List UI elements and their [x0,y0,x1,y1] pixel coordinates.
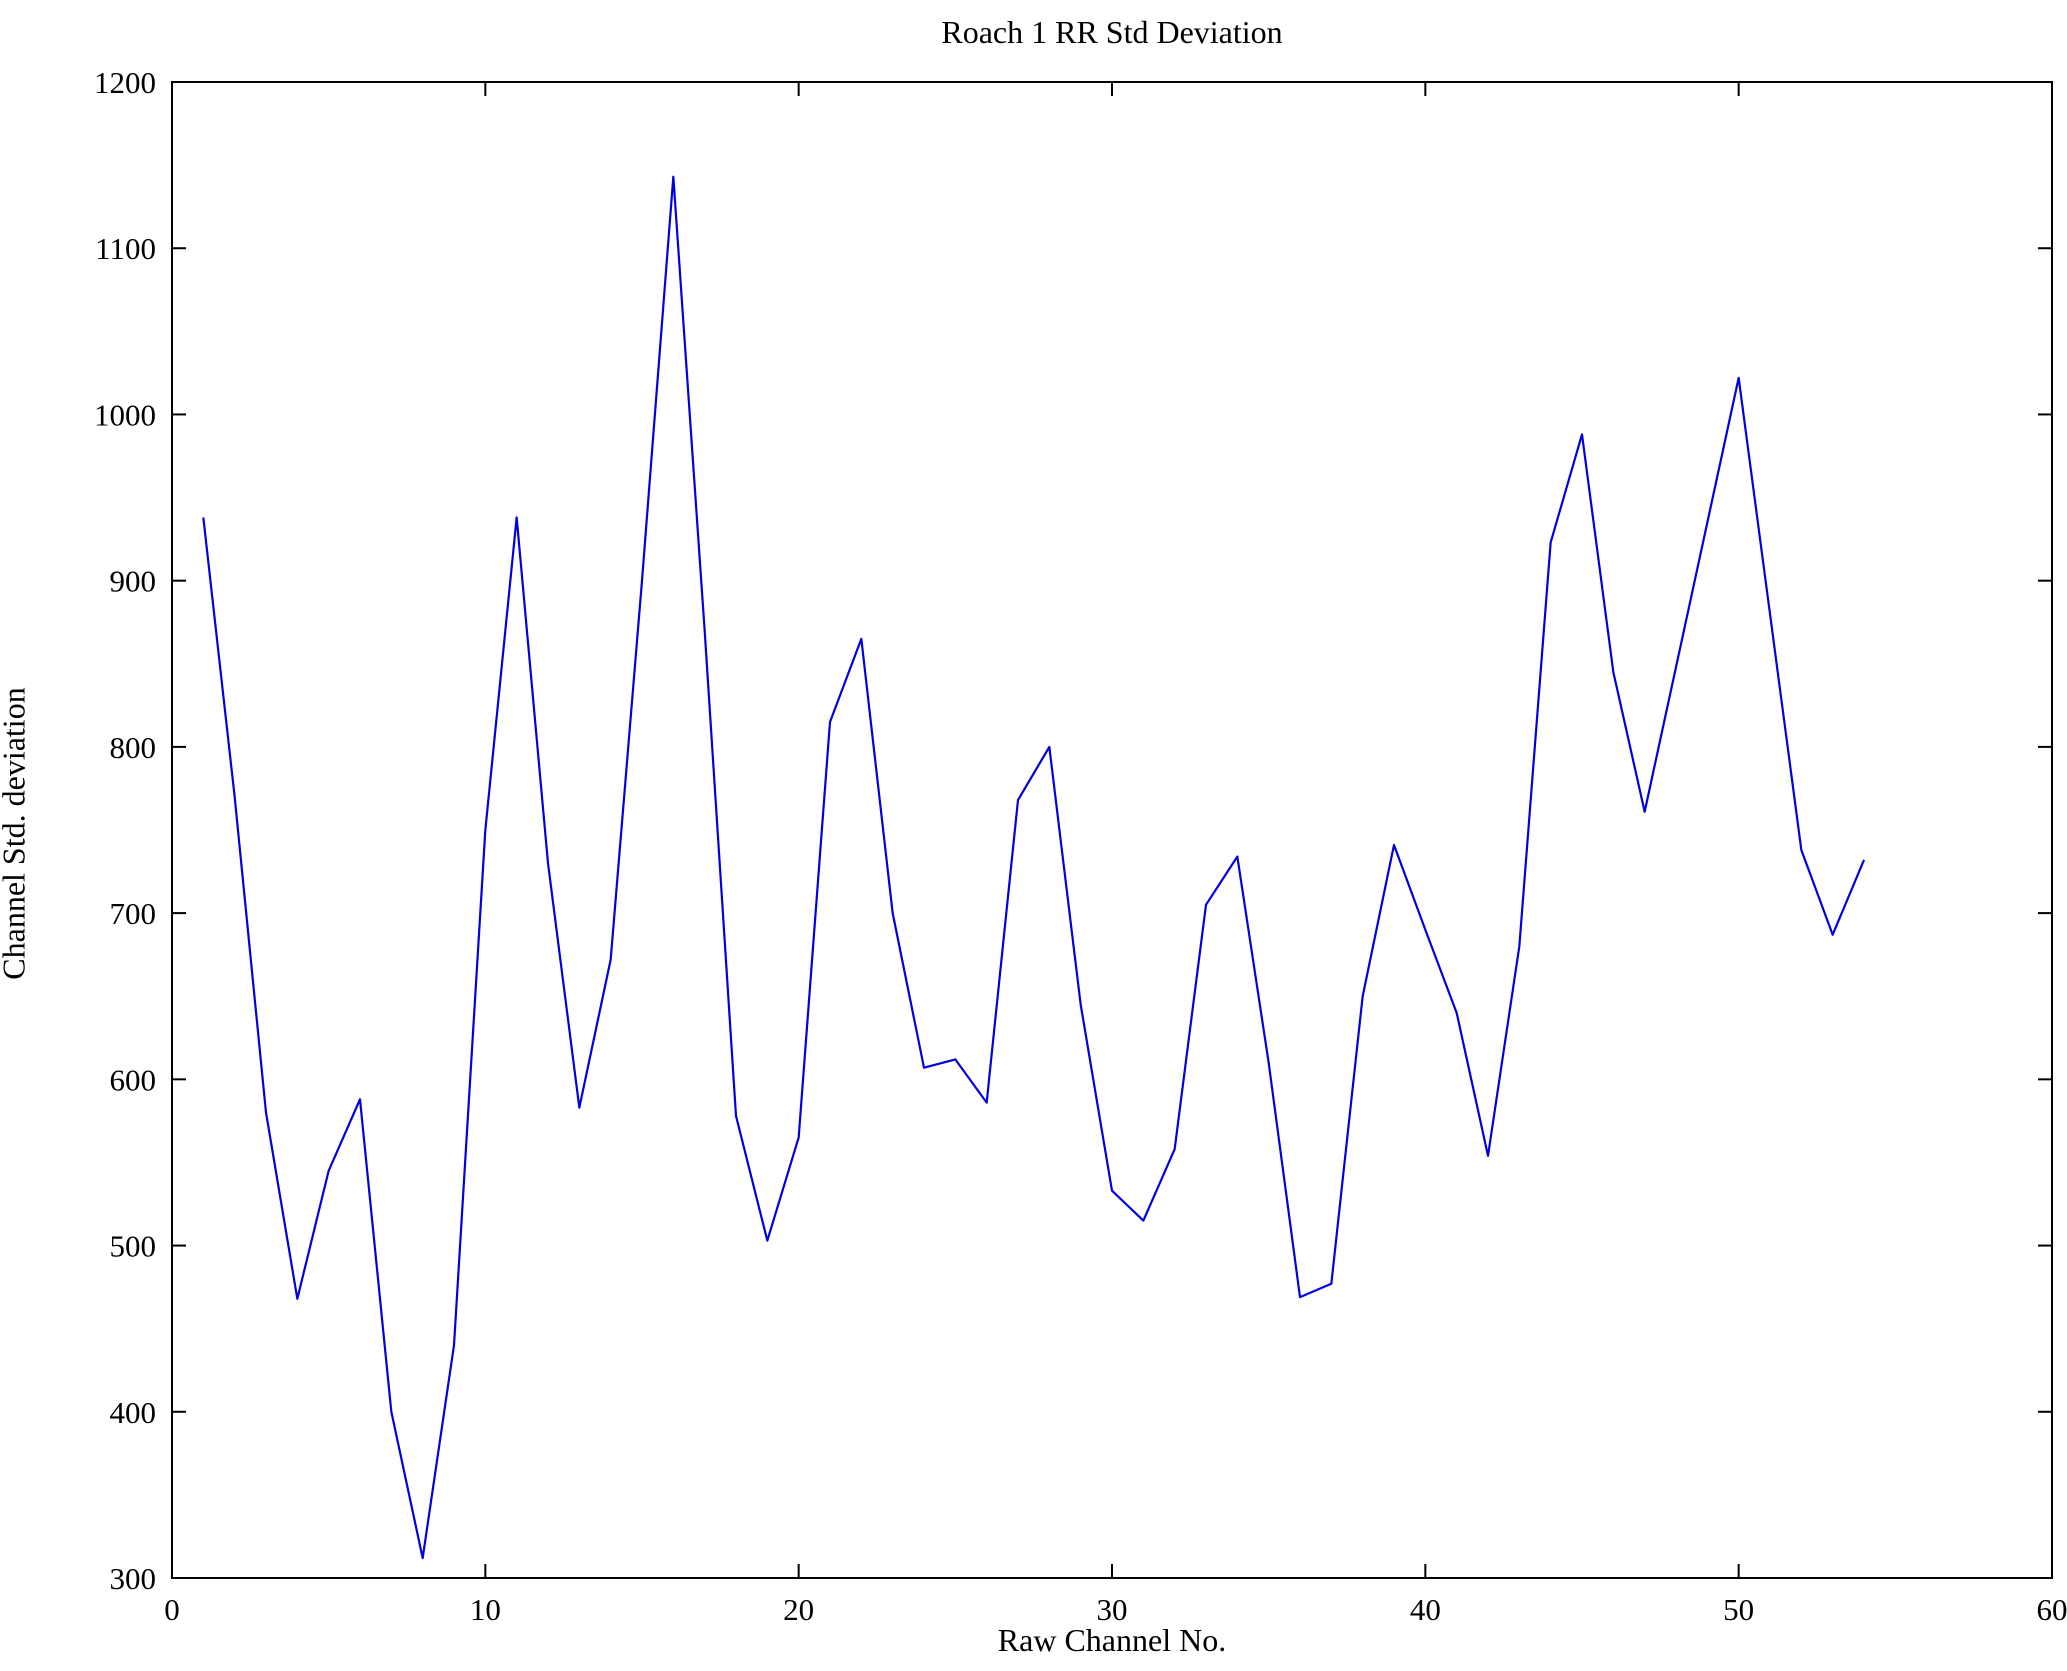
y-tick-label: 400 [110,1395,157,1430]
y-tick-label: 800 [110,730,157,765]
chart-title: Roach 1 RR Std Deviation [941,14,1283,50]
y-tick-label: 600 [110,1062,157,1097]
data-series-line [202,175,1866,1560]
y-tick-label: 500 [110,1229,157,1264]
y-tick-label: 300 [110,1561,157,1596]
x-tick-label: 0 [164,1592,180,1627]
x-tick-label: 20 [783,1592,814,1627]
x-tick-label: 30 [1097,1592,1128,1627]
axes-box [171,81,2053,1579]
y-tick-label: 1100 [95,231,156,266]
x-axis-label: Raw Channel No. [997,1622,1227,1658]
x-tick-label: 50 [1723,1592,1754,1627]
y-tick-label: 1000 [94,397,156,432]
y-tick-label: 900 [110,564,157,599]
x-tick-label: 60 [2037,1592,2067,1627]
x-tick-label: 10 [470,1592,501,1627]
y-tick-label: 700 [110,896,157,931]
x-tick-label: 40 [1410,1592,1441,1627]
y-tick-label: 1200 [94,65,156,100]
